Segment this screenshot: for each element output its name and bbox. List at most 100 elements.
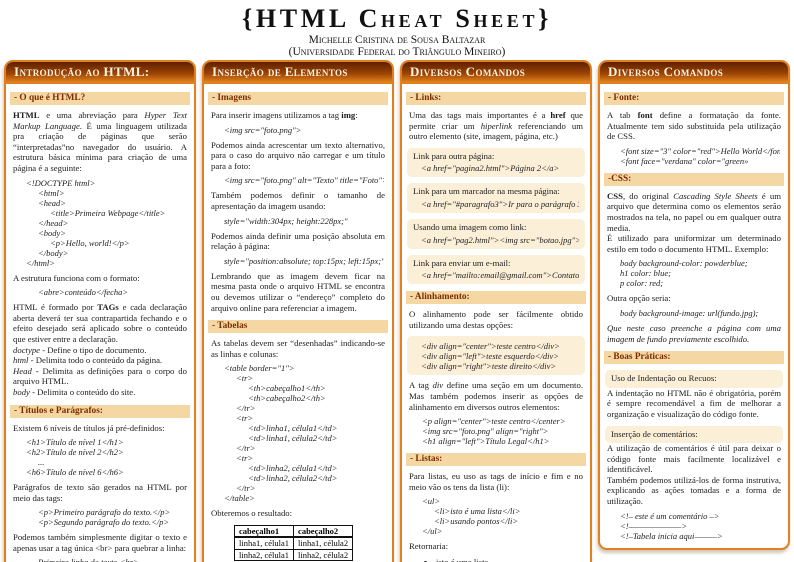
code-line: <tr>: [236, 453, 254, 464]
text-segment: Head: [13, 365, 32, 376]
text-segment: A tag: [409, 380, 433, 391]
panel-header: Diversos Comandos: [402, 62, 590, 84]
text-segment: A indentação no HTML não é obrigatória, …: [607, 387, 781, 419]
paragraph: doctype - Define o tipo de documento.: [13, 345, 187, 356]
code-line: <!———————>: [620, 520, 688, 531]
text-segment: Retornaria:: [409, 541, 449, 552]
paragraph: Link para outra página:: [413, 151, 579, 162]
paragraph: A estrutura funciona com o formato:: [13, 273, 187, 284]
code-block: <!– este é um comentário –> <!———————> <!–…: [620, 511, 780, 541]
panel-diversos-comandos-2: Diversos Comandos - Fonte: A tab font def…: [598, 60, 790, 550]
paragraph: Também podemos utilizá-los de forma inst…: [607, 475, 781, 507]
code-line: <font face="verdana" color="green»: [620, 155, 749, 166]
code-line: </head>: [38, 217, 69, 228]
page-header: {HTML Cheat Sheet} Michelle Cristina de …: [0, 0, 794, 60]
paragraph: A tab font define a formatação da fonte.…: [607, 110, 781, 142]
text-segment: Podemos ainda definir uma posição absolu…: [211, 230, 385, 252]
paragraph: Parágrafos de texto são gerados na HTML …: [13, 482, 187, 503]
text-segment: Podemos também simplesmente digitar o te…: [13, 532, 187, 553]
paragraph: Que neste caso preenche a página com uma…: [607, 323, 781, 344]
paragraph: Existem 6 níveis de títulos já pré-defin…: [13, 423, 187, 434]
text-segment: Inserção de comentários:: [611, 428, 698, 439]
code-block: <font size="3" color="red">Hello World</…: [620, 146, 780, 166]
text-segment: Podemos ainda acrescentar um texto alter…: [211, 139, 385, 171]
text-segment: É utilizado para uniformizar um determin…: [607, 233, 781, 254]
code-line: ...: [38, 457, 45, 468]
code-line: <ul>: [422, 496, 441, 507]
code-block: <img src="foto.png">: [224, 125, 384, 135]
text-segment: A tab: [607, 110, 638, 120]
code-line: </table>: [224, 493, 255, 504]
text-segment: :: [355, 110, 358, 120]
code-line: <!DOCTYPE html>: [26, 177, 96, 188]
paragraph: As tabelas devem ser “desenhadas” indica…: [211, 338, 385, 359]
table-cell: linha1, célula2: [293, 536, 354, 550]
snippet-box: Inserção de comentários:: [605, 425, 783, 444]
code-line: <td>linha1, célula2</td>: [248, 433, 338, 444]
paragraph: Podemos ainda acrescentar um texto alter…: [211, 140, 385, 172]
code-block: <a href="pagina2.html">Página 2</a>: [421, 163, 579, 173]
code-line: </tr>: [236, 403, 256, 414]
code-line: <font size="3" color="red">Hello World</…: [620, 145, 780, 156]
code-line: <a href="#paragrafo3">Ir para o parágraf…: [421, 198, 579, 209]
code-line: <div align="center">teste centro</div>: [421, 341, 560, 352]
table-cell: linha1, célula1: [233, 536, 295, 550]
table-cell: linha2, célula2: [293, 548, 354, 562]
panel-diversos-comandos-1: Diversos Comandos - Links: Uma das tags m…: [400, 60, 592, 562]
code-line: <p>Hello, world!</p>: [50, 237, 130, 248]
text-segment: font: [637, 110, 653, 120]
panel-insercao-elementos: Inserção de Elementos - Imagens Para inse…: [202, 60, 394, 562]
text-segment: - Delimita as definições para o corpo do…: [13, 365, 187, 387]
bullet-list: isto é uma listausando pontos: [436, 556, 590, 562]
code-line: <table border="1">: [224, 363, 295, 374]
panel-header: Diversos Comandos: [600, 62, 788, 84]
code-line: <div align="right">teste direito</div>: [421, 361, 557, 372]
text-segment: body: [13, 386, 30, 397]
text-segment: div: [432, 380, 444, 391]
text-segment: Para listas, eu uso as tags de início e …: [409, 471, 583, 492]
code-block: style="position:absolute; top:15px; left…: [224, 256, 384, 266]
table-row: linha2, célula1 linha2, célula2: [233, 548, 354, 562]
code-line: h1 color: blue;: [620, 268, 671, 279]
paragraph: A utilização de comentários é útil para …: [607, 443, 781, 475]
section-subheader: - Fonte:: [604, 92, 784, 105]
paragraph: Usando uma imagem como link:: [413, 222, 579, 233]
page-title: {HTML Cheat Sheet}: [242, 4, 552, 33]
text-segment: A utilização de comentários é útil para …: [607, 443, 781, 475]
paragraph: Obteremos o resultado:: [211, 508, 385, 519]
text-segment: HTML é formado por: [13, 302, 98, 313]
snippet-box: Link para um marcador na mesma página: <a…: [407, 183, 585, 213]
code-line: <li>usando pontos</li>: [434, 516, 519, 527]
code-line: <html>: [38, 187, 65, 198]
table-cell: linha2, célula1: [233, 548, 295, 562]
paragraph: Para listas, eu uso as tags de início e …: [409, 471, 583, 492]
paragraph: html - Delimita todo o conteúdo da págin…: [13, 355, 187, 366]
text-segment: Existem 6 níveis de títulos já pré-defin…: [13, 422, 165, 433]
text-segment: Parágrafos de texto são gerados na HTML …: [13, 482, 187, 503]
code-line: <!– este é um comentário –>: [620, 510, 720, 521]
code-block: <abre>conteúdo</fecha>: [26, 287, 186, 297]
code-line: <h1>Título de nível 1</h1>: [26, 437, 124, 448]
paragraph: Podemos também simplesmente digitar o te…: [13, 532, 187, 553]
table-header-row: cabeçalho1 cabeçalho2: [233, 524, 354, 539]
paragraph: CSS, do original Cascading Style Sheets …: [607, 191, 781, 233]
text-segment: que permite criar um: [409, 110, 583, 131]
panel-header: Inserção de Elementos: [204, 62, 392, 84]
code-line: <img src="foto.png" align="right">: [422, 426, 549, 437]
section-subheader: - Links:: [406, 92, 586, 105]
section-subheader: - Imagens: [208, 92, 388, 105]
text-segment: Obteremos o resultado:: [211, 508, 293, 519]
code-line: </tr>: [236, 443, 256, 454]
code-block: <a href="#paragrafo3">Ir para o parágraf…: [421, 199, 579, 209]
panel-body: - O que é HTML? HTML e uma abreviação par…: [6, 84, 194, 562]
text-segment: Lembrando que as imagem devem ficar na m…: [211, 270, 385, 313]
code-line: <p align="center">teste centro</center>: [422, 416, 566, 427]
author-name: Michelle Cristina de Sousa Baltazar: [308, 34, 486, 46]
text-segment: é um arquivo que determina como os eleme…: [607, 190, 781, 233]
paragraph: É utilizado para uniformizar um determin…: [607, 233, 781, 254]
code-block: <p>Primeiro parágrafo do texto.</p> <p>Se…: [26, 507, 186, 527]
text-segment: Link para enviar um e-mail:: [413, 257, 511, 268]
text-segment: TAGs: [97, 302, 119, 313]
snippet-box: Uso de Indentação ou Recuos:: [605, 370, 783, 388]
code-line: body background-color: powderblue;: [620, 258, 748, 269]
